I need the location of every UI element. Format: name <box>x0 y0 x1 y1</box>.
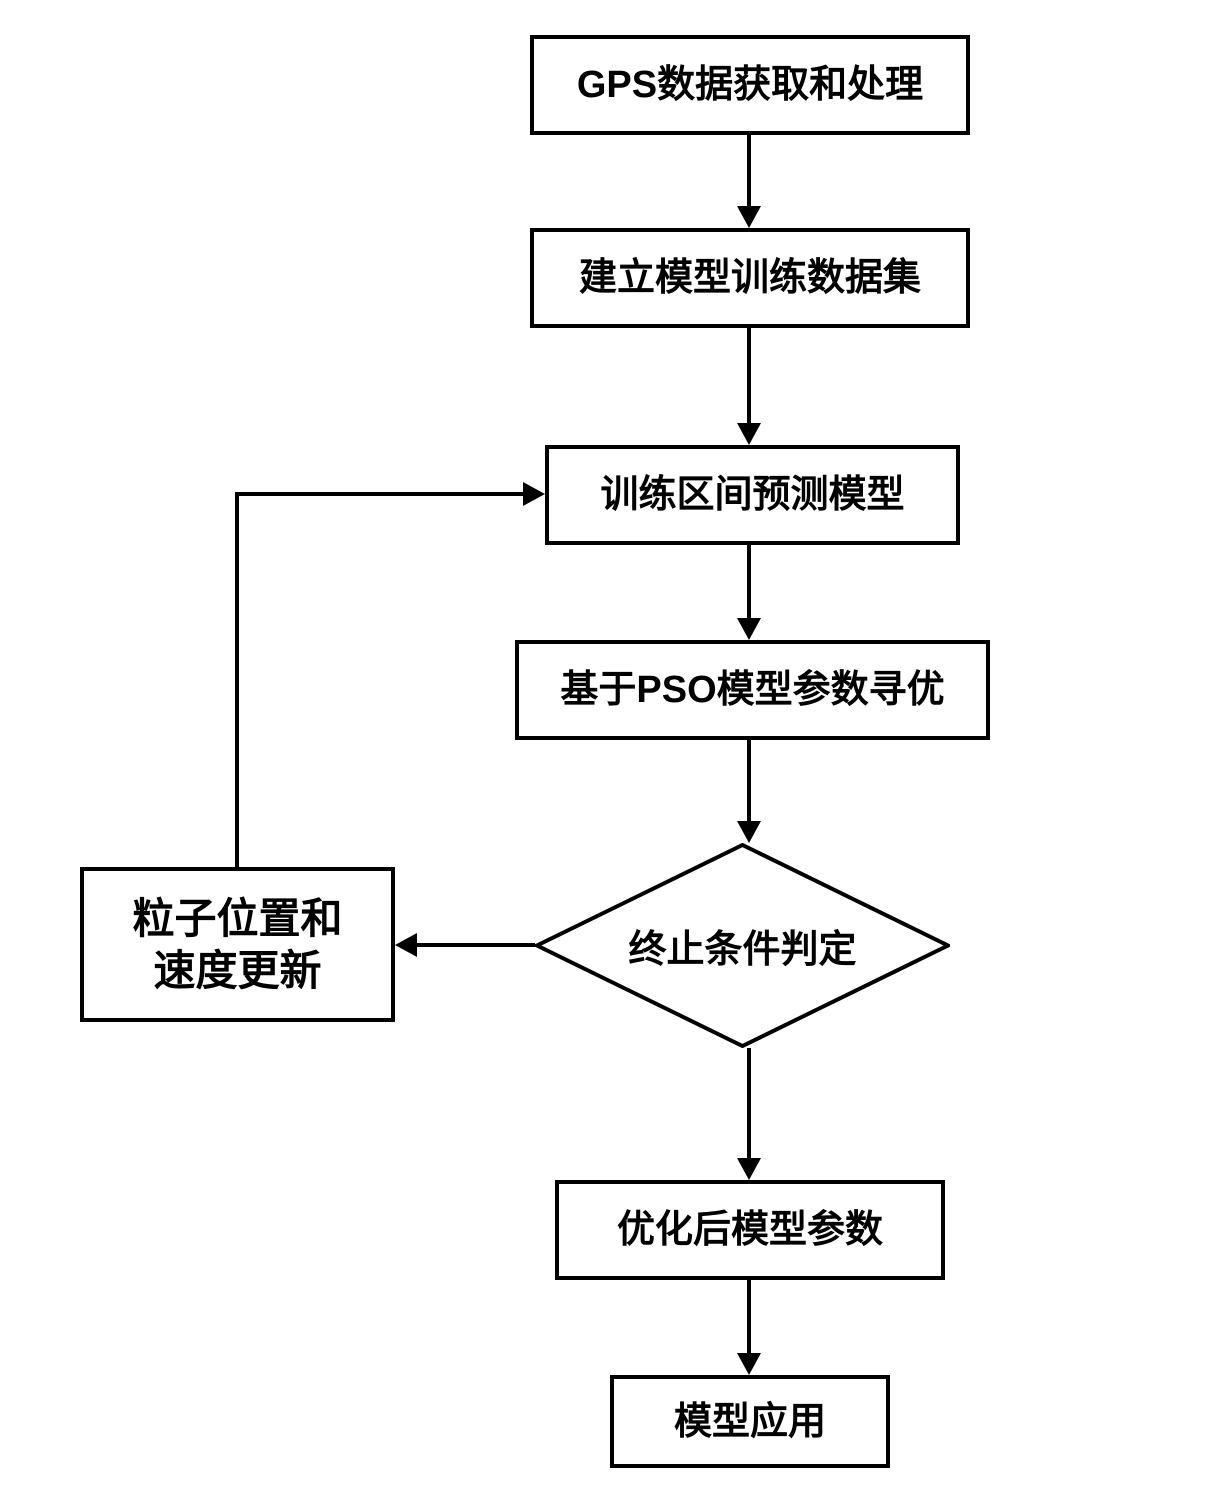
flowchart-container: GPS数据获取和处理 建立模型训练数据集 训练区间预测模型 基于PSO模型参数寻… <box>0 0 1210 1489</box>
arrow-line <box>747 545 751 620</box>
node-gps-data: GPS数据获取和处理 <box>530 35 970 135</box>
arrow-head <box>737 1158 761 1180</box>
node-label-multiline: 粒子位置和 速度更新 <box>132 893 342 997</box>
arrow-line <box>747 740 751 823</box>
node-label-line2: 速度更新 <box>132 945 342 997</box>
arrow-head <box>737 618 761 640</box>
node-label: 模型应用 <box>674 1398 826 1446</box>
arrow-head <box>737 206 761 228</box>
node-label: GPS数据获取和处理 <box>577 61 923 109</box>
node-label-line1: 粒子位置和 <box>132 893 342 945</box>
arrow-head <box>737 821 761 843</box>
arrow-line-elbow-h <box>235 492 523 496</box>
arrow-line <box>747 1280 751 1355</box>
arrow-line <box>747 135 751 208</box>
node-pso-optimize: 基于PSO模型参数寻优 <box>515 640 990 740</box>
arrow-line <box>415 943 535 947</box>
arrow-head <box>523 482 545 506</box>
node-label: 基于PSO模型参数寻优 <box>560 666 944 714</box>
node-build-dataset: 建立模型训练数据集 <box>530 228 970 328</box>
node-label: 终止条件判定 <box>628 918 856 973</box>
node-model-application: 模型应用 <box>610 1375 890 1468</box>
arrow-head <box>737 423 761 445</box>
node-label: 优化后模型参数 <box>617 1206 883 1254</box>
node-optimized-params: 优化后模型参数 <box>555 1180 945 1280</box>
node-label: 建立模型训练数据集 <box>579 254 921 302</box>
node-train-model: 训练区间预测模型 <box>545 445 960 545</box>
node-particle-update: 粒子位置和 速度更新 <box>80 867 395 1022</box>
arrow-line <box>747 1048 751 1160</box>
arrow-head <box>737 1353 761 1375</box>
node-termination-decision: 终止条件判定 <box>535 843 950 1048</box>
node-label: 训练区间预测模型 <box>600 471 904 519</box>
arrow-line <box>747 328 751 425</box>
arrow-head <box>395 933 417 957</box>
arrow-line-elbow-v <box>235 494 239 867</box>
